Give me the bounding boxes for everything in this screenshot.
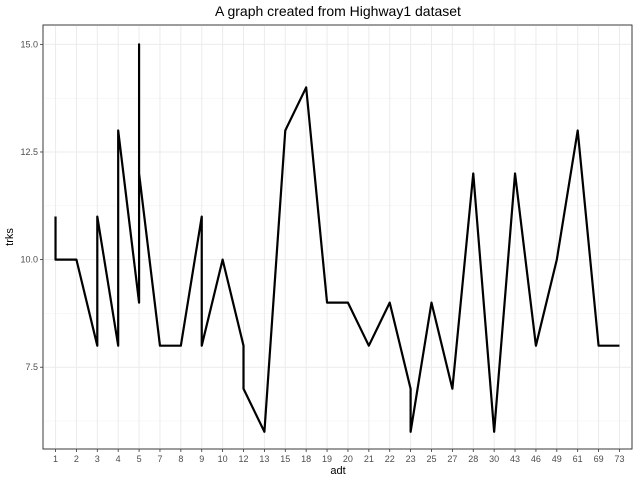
plot-panel [42, 24, 633, 450]
x-tick-label: 7 [157, 454, 162, 464]
series-layer [54, 43, 620, 433]
x-tick-label: 22 [385, 454, 395, 464]
x-tick-label: 46 [531, 454, 541, 464]
x-tick-label: 15 [280, 454, 290, 464]
y-tick-label: 10.0 [20, 255, 38, 265]
x-tick-label: 28 [468, 454, 478, 464]
x-tick-label: 23 [406, 454, 416, 464]
x-axis-title: adt [330, 465, 345, 477]
x-tick-label: 8 [178, 454, 183, 464]
y-tick-label: 12.5 [20, 147, 38, 157]
x-tick-label: 20 [343, 454, 353, 464]
y-axis: 7.5 10.0 12.5 15.0 [20, 39, 43, 372]
x-tick-label: 18 [301, 454, 311, 464]
x-tick-label: 13 [259, 454, 269, 464]
x-tick-label: 3 [95, 454, 100, 464]
x-tick-label: 4 [116, 454, 121, 464]
x-tick-label: 1 [53, 454, 58, 464]
x-tick-label: 5 [137, 454, 142, 464]
x-tick-label: 43 [510, 454, 520, 464]
plot-border [42, 24, 633, 450]
x-tick-label: 12 [239, 454, 249, 464]
x-tick-label: 30 [489, 454, 499, 464]
x-tick-label: 25 [426, 454, 436, 464]
x-tick-label: 61 [573, 454, 583, 464]
chart-title: A graph created from Highway1 dataset [215, 3, 461, 19]
y-tick-label: 7.5 [25, 362, 38, 372]
x-tick-label: 27 [447, 454, 457, 464]
y-tick-label: 15.0 [20, 39, 38, 49]
x-axis: 1 2 3 4 5 7 8 9 10 12 13 15 18 19 20 21 22 23 25 27 28 30 43 46… [53, 449, 624, 464]
y-axis-title: trks [4, 228, 16, 246]
x-tick-label: 19 [322, 454, 332, 464]
minor-gridlines [43, 97, 632, 422]
x-tick-label: 10 [218, 454, 228, 464]
x-tick-label: 2 [74, 454, 79, 464]
x-tick-label: 73 [614, 454, 624, 464]
series-line [54, 43, 620, 433]
x-tick-label: 9 [199, 454, 204, 464]
x-tick-label: 69 [594, 454, 604, 464]
x-tick-label: 49 [552, 454, 562, 464]
x-tick-label: 21 [364, 454, 374, 464]
